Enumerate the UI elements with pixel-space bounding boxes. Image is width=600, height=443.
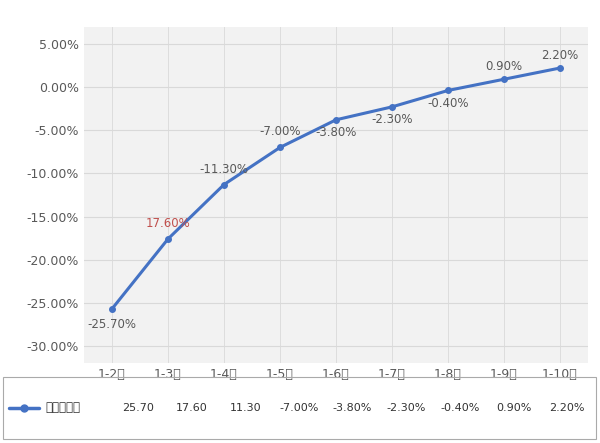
Text: 2.20%: 2.20% (541, 49, 578, 62)
Text: 17.60: 17.60 (176, 403, 208, 412)
Text: -11.30%: -11.30% (199, 163, 248, 175)
Text: 同比增长率: 同比增长率 (45, 401, 80, 414)
Text: 25.70: 25.70 (122, 403, 154, 412)
Text: 0.90%: 0.90% (485, 60, 523, 73)
Text: -3.80%: -3.80% (333, 403, 372, 412)
Bar (3, 377, 596, 439)
Text: 17.60%: 17.60% (146, 217, 190, 230)
Text: -7.00%: -7.00% (279, 403, 319, 412)
Text: -2.30%: -2.30% (371, 113, 413, 126)
Text: -7.00%: -7.00% (259, 125, 301, 138)
Text: 2.20%: 2.20% (550, 403, 585, 412)
Text: 11.30: 11.30 (229, 403, 261, 412)
Text: -0.40%: -0.40% (440, 403, 479, 412)
Text: -25.70%: -25.70% (88, 318, 137, 331)
Text: -2.30%: -2.30% (386, 403, 426, 412)
Text: 0.90%: 0.90% (496, 403, 531, 412)
Text: -3.80%: -3.80% (316, 126, 356, 139)
Text: -0.40%: -0.40% (427, 97, 469, 110)
